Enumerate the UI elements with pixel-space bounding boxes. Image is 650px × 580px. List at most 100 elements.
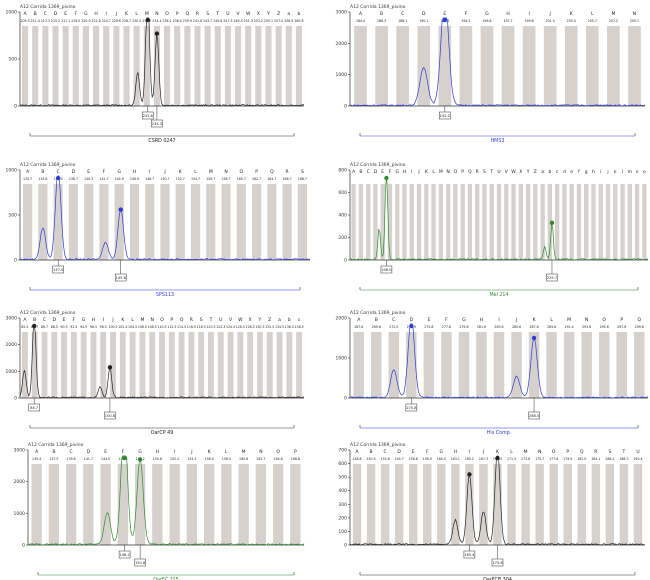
allele-bin [194, 26, 201, 106]
allele-bin [236, 184, 246, 260]
bin-letter: O [165, 11, 169, 17]
allele-bin [628, 26, 641, 106]
bin-letter: H [92, 317, 95, 323]
bin-letter: g [585, 170, 588, 175]
allele-bin [38, 184, 48, 260]
peak-marker [107, 365, 113, 370]
bin-size: 132.5 [265, 325, 274, 329]
bin-letter: B [380, 11, 383, 17]
bin-size: 291.4 [565, 325, 574, 329]
bin-letter: L [550, 317, 553, 323]
bin-letter: L [135, 11, 138, 17]
bin-size: 224.7 [102, 19, 111, 23]
bin-letter: a [287, 12, 290, 17]
bin-letter: c [298, 318, 301, 323]
y-tick-label: 300 [338, 502, 347, 508]
bin-letter: R [196, 11, 199, 17]
allele-bin [409, 464, 418, 545]
bin-letter: M [524, 449, 528, 455]
peak-marker [122, 455, 127, 461]
y-tick-label: 700 [338, 448, 347, 454]
bin-size: 144.0 [101, 457, 110, 461]
bin-size: 150.7 [160, 177, 169, 181]
allele-bin [453, 184, 458, 260]
bin-size: 281.6 [477, 325, 486, 329]
allele-bin [396, 26, 409, 106]
bin-size: 260.8 [294, 19, 303, 23]
bin-size: 209.5 [21, 19, 30, 23]
bin-size: 128.5 [246, 325, 255, 329]
allele-bin [475, 184, 480, 260]
bin-letter: N [224, 169, 227, 175]
peak-marker [467, 472, 472, 477]
bin-letter: K [496, 449, 500, 455]
bin-letter: B [34, 11, 37, 17]
allele-bin [93, 26, 100, 106]
peak-marker [531, 335, 537, 341]
allele-bin [402, 184, 407, 260]
bin-size: 184.4 [356, 19, 365, 23]
allele-bin [354, 26, 367, 106]
allele-bin [616, 332, 627, 398]
bin-letter: i [600, 169, 601, 175]
bin-letter: I [498, 317, 499, 323]
bin-letter: B [370, 449, 373, 455]
bin-letter: A [359, 11, 363, 17]
marker-name: Mel 214 [489, 292, 508, 298]
bin-letter: L [131, 317, 134, 323]
allele-bin [221, 184, 231, 260]
bin-letter: T [489, 169, 493, 175]
allele-bin [358, 184, 364, 260]
bin-size: 150.8 [153, 457, 162, 461]
allele-bin [353, 332, 365, 398]
allele-bin [82, 26, 89, 106]
allele-bin [445, 184, 451, 260]
bin-size: 253.2 [254, 19, 263, 23]
bin-size: 94.5 [80, 325, 87, 329]
marker-name: OarFC 225 [153, 577, 178, 580]
allele-bin [584, 184, 589, 260]
bin-letter: C [384, 449, 387, 455]
bin-size: 209.1 [630, 19, 639, 23]
bin-letter: d [563, 169, 566, 175]
allele-bin [459, 26, 473, 106]
marker-name: SPS113 [156, 292, 174, 298]
allele-bin [119, 332, 126, 398]
allele-bin [431, 184, 436, 260]
marker-name: His Comp. [487, 430, 512, 436]
bin-size: 152.2 [170, 457, 179, 461]
allele-bin [134, 464, 146, 545]
bin-letter: A [35, 449, 39, 455]
bin-letter: C [43, 317, 46, 323]
bin-letter: D [54, 11, 58, 17]
bin-size: 98.5 [100, 325, 107, 329]
bin-letter: f [578, 169, 580, 175]
y-tick-label: 1000 [6, 369, 18, 375]
bin-letter: A [355, 449, 359, 455]
bin-letter: M [611, 11, 615, 17]
y-tick-label: 400 [338, 213, 347, 219]
allele-call-label: 275.8 [406, 406, 417, 410]
bin-letter: H [506, 11, 509, 17]
bin-letter: O [602, 317, 606, 323]
bin-size: 162.7 [256, 457, 265, 461]
y-tick-label: 500 [338, 475, 347, 481]
peak-marker [495, 455, 500, 461]
bin-letter: K [125, 11, 129, 17]
allele-call-label: 232.6 [143, 114, 154, 118]
bin-size: 243.7 [203, 19, 212, 23]
allele-bin [123, 26, 130, 106]
bin-size: 130.5 [255, 325, 264, 329]
bin-size: 177.8 [549, 457, 558, 461]
bin-letter: O [552, 449, 556, 455]
bin-letter: D [87, 449, 91, 455]
y-tick-label: 600 [338, 190, 347, 196]
allele-bin [265, 26, 272, 106]
allele-bin [245, 26, 252, 106]
bin-letter: T [622, 449, 626, 455]
bin-size: 92.5 [70, 325, 77, 329]
bin-size: 148.8 [352, 457, 361, 461]
allele-bin [521, 464, 530, 545]
chart-title: A12 Corrida 1369_pivino [20, 310, 76, 316]
